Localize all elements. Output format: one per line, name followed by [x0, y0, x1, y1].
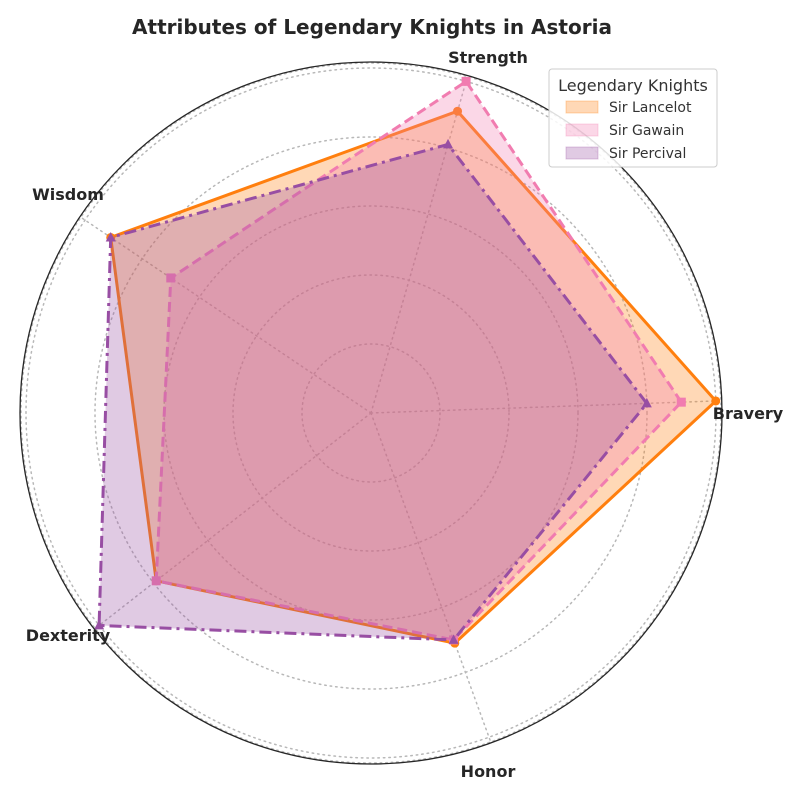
series-sir-gawain — [151, 76, 686, 645]
grid-ring — [301, 343, 441, 483]
grid-spoke — [80, 216, 372, 414]
grid-ring — [232, 274, 510, 552]
legend-label: Sir Percival — [609, 146, 686, 162]
legend-label: Sir Gawain — [609, 123, 684, 139]
series-line — [154, 79, 683, 642]
legend-label: Sir Lancelot — [609, 100, 692, 116]
grid-ring — [94, 136, 648, 690]
data-point — [94, 619, 105, 630]
data-point — [676, 397, 686, 407]
radar-series-group — [94, 76, 721, 648]
axis-label-honor: Honor — [461, 762, 516, 781]
chart-title: Attributes of Legendary Knights in Astor… — [132, 15, 612, 39]
series-sir-percival — [94, 138, 652, 644]
series-area — [110, 111, 716, 644]
data-point — [448, 634, 459, 644]
legend-title: Legendary Knights — [558, 76, 708, 95]
axis-labels: Bravery Strength Wisdom Dexterity Honor — [26, 48, 784, 781]
legend-swatch — [565, 146, 599, 160]
axis-label-wisdom: Wisdom — [32, 185, 104, 204]
axis-label-dexterity: Dexterity — [26, 626, 111, 645]
legend-items: Sir Lancelot Sir Gawain Sir Percival — [565, 100, 692, 162]
data-point — [105, 231, 116, 242]
axis-label-strength: Strength — [448, 48, 528, 67]
grid-spoke — [370, 75, 469, 414]
legend-swatch — [565, 123, 599, 137]
data-point — [641, 397, 652, 408]
grid-ring — [25, 67, 717, 759]
data-point — [166, 273, 176, 283]
legend: Legendary Knights Sir Lancelot Sir Gawain… — [548, 68, 718, 168]
legend-frame — [548, 68, 718, 168]
grid-ring — [20, 62, 722, 764]
grid-spoke — [94, 412, 372, 630]
data-point — [453, 106, 463, 116]
grid-spoke — [370, 412, 492, 743]
grid-spoke — [370, 400, 722, 414]
series-area — [156, 81, 682, 640]
series-line — [109, 109, 718, 645]
data-point — [151, 576, 161, 586]
data-point — [711, 396, 721, 406]
data-point — [461, 76, 471, 86]
axis-label-bravery: Bravery — [713, 404, 784, 423]
legend-swatch — [565, 100, 599, 114]
polar-frame — [19, 61, 723, 765]
data-point — [443, 138, 454, 149]
series-area — [99, 144, 647, 640]
series-sir-lancelot — [106, 106, 721, 648]
